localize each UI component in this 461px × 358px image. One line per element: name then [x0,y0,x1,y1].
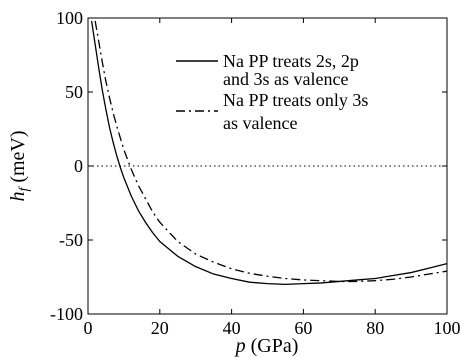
series-layer [90,20,448,286]
ticks-layer: 0 20 40 60 80 100 100 50 0 -50 -100 [50,8,461,338]
y-tick-label: -100 [50,304,83,324]
y-axis-title: hf (meV) [7,130,32,201]
x-axis-title: p (GPa) [234,335,299,357]
legend-label-2-line-2: as valence [223,113,297,133]
y-tick-label: -50 [59,230,83,250]
x-tick-label: 0 [84,318,93,338]
y-axis-unit: (meV) [7,130,29,187]
x-axis-symbol: p [234,335,246,357]
series-line-solid [90,20,448,286]
x-tick-label: 100 [434,318,461,338]
y-tick-label: 100 [56,8,83,28]
y-tick-label: 0 [74,156,83,176]
y-axis-symbol: h [7,192,29,202]
legend-label-1-line-2: and 3s as valence [223,69,348,89]
y-tick-label: 50 [65,82,83,102]
x-tick-label: 40 [223,318,241,338]
x-tick-label: 60 [294,318,312,338]
legend-label-2-line-1: Na PP treats only 3s [223,90,368,110]
series-line-dashdot [94,20,448,283]
y-axis-subscript: f [17,186,32,192]
legend-label-1-line-1: Na PP treats 2s, 2p [223,51,359,71]
legend: Na PP treats 2s, 2p and 3s as valence Na… [176,51,368,133]
x-tick-label: 80 [366,318,384,338]
x-axis-unit: (GPa) [246,335,299,357]
x-tick-label: 20 [151,318,169,338]
